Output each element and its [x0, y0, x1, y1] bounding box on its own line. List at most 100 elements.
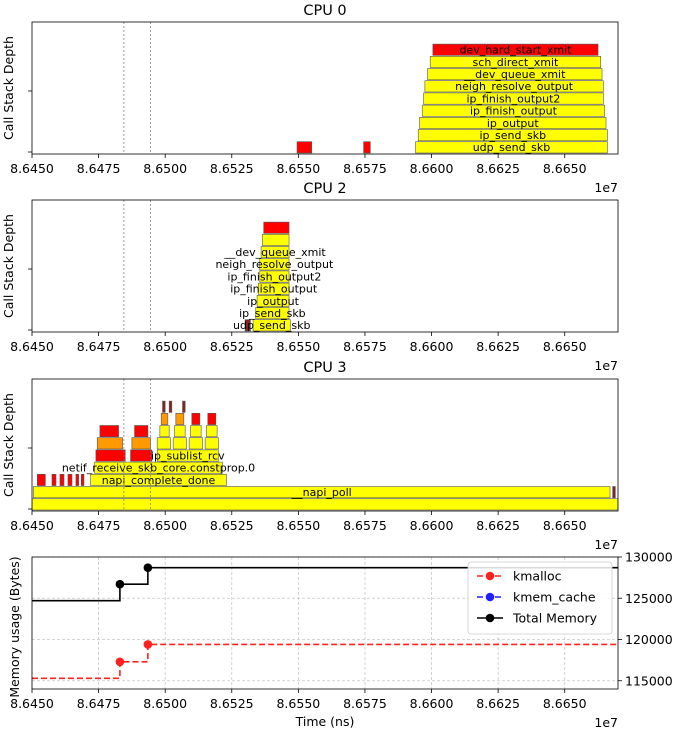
flame-bar	[59, 473, 65, 486]
flame-bar	[424, 80, 604, 93]
flame-bar-label: ip_sublist_rcv	[151, 449, 225, 462]
flame-bar	[162, 400, 166, 413]
x-tick-label: 8.6625	[476, 696, 520, 711]
flame-bar	[417, 129, 608, 142]
flame-bar	[259, 258, 290, 271]
flame-bar	[90, 473, 227, 486]
flame-bar-label: neigh_resolve_output	[455, 80, 574, 93]
flame-bar	[159, 425, 170, 438]
series-marker-0	[115, 657, 125, 667]
flame-bar	[421, 104, 605, 117]
legend-entry-label: kmalloc	[513, 569, 562, 584]
flame-bar-label: ip_finish_output	[470, 105, 558, 118]
flame-bar	[190, 425, 202, 438]
flame-bar	[296, 141, 312, 154]
flame-bar	[175, 412, 185, 425]
flame-bar-label: ip_send_skb	[479, 129, 546, 142]
x-tick-label: 8.6600	[410, 696, 454, 711]
flame-bar-label: __dev_queue_xmit	[463, 68, 566, 81]
x-tick-label: 8.6625	[476, 518, 520, 533]
y-tick-label: 115000	[625, 673, 673, 688]
flame-bar-label: ip_finish_output2	[466, 92, 560, 105]
flame-bar-label: sch_direct_xmit	[473, 56, 559, 69]
flame-bar	[415, 141, 608, 154]
x-tick-label: 8.6650	[543, 161, 587, 176]
x-tick-label: 8.6475	[77, 696, 121, 711]
x-tick-label: 8.6500	[143, 696, 187, 711]
x-offset-label: 1e7	[594, 537, 618, 552]
flame-bar-label: ip_finish_output2	[227, 270, 321, 283]
flame-bar	[37, 473, 46, 486]
flame-bar	[259, 270, 290, 283]
x-tick-label: 8.6600	[410, 339, 454, 354]
flame-panel-cpu-2: __napi_poll napi_complete_donenetif_recei…	[1, 360, 619, 512]
x-tick-label: 8.6600	[410, 161, 454, 176]
flame-bar	[612, 486, 616, 499]
x-tick-label: 8.6650	[543, 518, 587, 533]
flame-bar-label: neigh_resolve_output	[215, 258, 334, 271]
legend-frame	[467, 561, 613, 635]
flame-bar	[80, 473, 85, 486]
flame-bar	[188, 437, 203, 450]
flame-bar	[206, 425, 218, 438]
x-tick-label: 8.6450	[10, 161, 54, 176]
flame-bar-label: __dev_queue_xmit	[223, 246, 326, 259]
flame-bar-label: ip_finish_output	[230, 283, 318, 296]
x-tick-label: 8.6450	[10, 339, 54, 354]
x-tick-label: 8.6575	[343, 161, 387, 176]
flame-bar	[94, 461, 223, 474]
series-marker-2	[143, 563, 153, 573]
x-axis-0: 8.6450 8.6475 8.6500 8.6525 8.6550 8.6575 8.66…	[10, 154, 618, 195]
flame-bar	[99, 425, 119, 438]
x-tick-label: 8.6525	[210, 161, 254, 176]
flame-bar-label: udp_send_skb	[473, 141, 550, 154]
y-axis-label: Memory usage (Bytes)	[7, 556, 22, 697]
x-tick-label: 8.6550	[276, 161, 320, 176]
panel-frame	[31, 21, 619, 155]
legend-swatch-marker	[485, 613, 495, 623]
x-tick-label: 8.6600	[410, 518, 454, 533]
flame-bar	[429, 55, 601, 68]
flame-bar	[131, 437, 151, 450]
x-axis-3: 8.6450 8.6475 8.6500 8.6525 8.6550 8.6575 8.66…	[10, 689, 618, 730]
panel-content	[32, 400, 618, 511]
flame-bar	[256, 294, 290, 307]
flame-bar	[32, 498, 618, 511]
x-offset-label: 1e7	[594, 358, 618, 373]
x-axis-2: 8.6450 8.6475 8.6500 8.6525 8.6550 8.6575 8.66…	[10, 511, 618, 552]
panel-content	[296, 43, 608, 154]
x-tick-label: 8.6650	[543, 696, 587, 711]
panel-title: CPU 3	[303, 360, 346, 376]
y-axis-label: Call Stack Depth	[1, 36, 16, 140]
x-tick-label: 8.6475	[77, 161, 121, 176]
flame-bar-label: __napi_poll	[291, 486, 352, 499]
flame-panel-cpu-1: udp_send_skbip_send_skbip_outputip_finis…	[1, 181, 619, 333]
x-tick-label: 8.6450	[10, 518, 54, 533]
flame-bar	[160, 412, 169, 425]
flame-bar-label: udp_send_skb	[233, 319, 310, 332]
panel-frame	[31, 378, 619, 512]
flame-bar	[258, 282, 290, 295]
x-tick-label: 8.6650	[543, 339, 587, 354]
y-tick-label: 130000	[625, 550, 673, 565]
legend-swatch-marker	[485, 571, 495, 581]
x-tick-label: 8.6500	[143, 161, 187, 176]
y-tick-label: 120000	[625, 632, 673, 647]
flame-bar	[174, 425, 186, 438]
flame-bar	[207, 412, 217, 425]
flame-bar	[95, 449, 126, 462]
panel-frame	[31, 556, 619, 690]
flame-bar	[427, 68, 603, 81]
panel-title: CPU 2	[303, 181, 346, 197]
x-tick-label: 8.6625	[476, 339, 520, 354]
x-tick-label: 8.6525	[210, 518, 254, 533]
flame-bar	[363, 141, 371, 154]
flame-bar	[423, 92, 604, 105]
flame-bar	[33, 486, 611, 499]
x-tick-label: 8.6550	[276, 339, 320, 354]
flame-bar	[172, 437, 187, 450]
flame-bar	[75, 473, 79, 486]
x-tick-label: 8.6575	[343, 696, 387, 711]
flame-bar	[67, 473, 73, 486]
